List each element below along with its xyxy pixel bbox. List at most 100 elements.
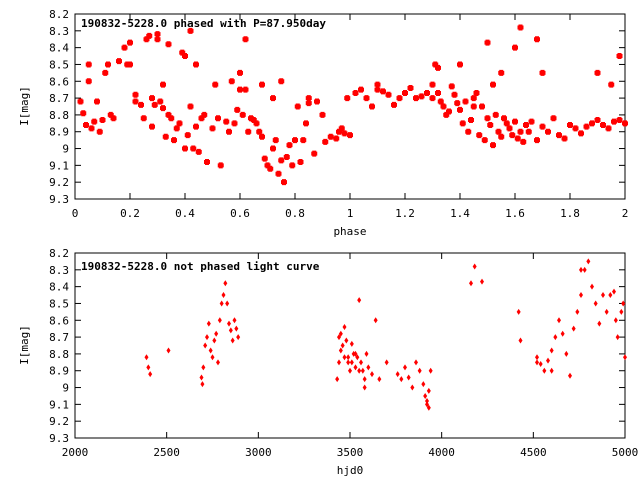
data-point	[399, 376, 404, 383]
data-point	[535, 354, 539, 361]
data-point	[357, 367, 362, 374]
y-tick-label: 8.4	[49, 281, 69, 294]
data-point	[234, 325, 239, 332]
data-point	[462, 98, 469, 105]
data-point	[209, 125, 216, 132]
data-point	[204, 159, 210, 165]
data-point	[549, 367, 554, 374]
data-point	[212, 81, 219, 88]
data-point	[234, 106, 241, 113]
data-point	[91, 118, 98, 125]
y-tick-label: 8.3	[49, 25, 69, 38]
data-point	[193, 61, 199, 68]
data-point	[567, 122, 573, 128]
data-point	[525, 128, 532, 135]
data-point	[226, 128, 232, 135]
data-point	[579, 292, 583, 299]
data-point	[348, 367, 352, 374]
data-point	[171, 137, 177, 144]
data-point	[391, 101, 397, 108]
data-point	[338, 347, 343, 354]
x-tick-label: 4500	[520, 446, 547, 459]
data-point	[232, 317, 237, 324]
data-point	[514, 135, 521, 142]
x-tick-label: 0	[72, 207, 79, 220]
data-point	[352, 90, 359, 97]
data-point	[358, 86, 364, 93]
data-point	[605, 125, 612, 132]
data-point	[319, 111, 326, 118]
data-point	[556, 132, 562, 139]
data-point	[132, 91, 139, 98]
data-point	[359, 359, 363, 366]
y-tick-label: 9.3	[49, 432, 69, 445]
data-point	[165, 41, 172, 48]
data-point	[355, 354, 360, 361]
data-point	[311, 150, 318, 157]
data-point	[423, 392, 428, 399]
data-point	[292, 137, 298, 144]
data-point	[227, 320, 231, 327]
data-point	[571, 325, 576, 332]
data-point	[468, 116, 474, 123]
axis-ticks: 0 0.2 0.4 0.6 0.8 1 1.2 1.4 1.6 1.8 2 8.2 8.3 8.4 8.5 8…	[49, 8, 628, 220]
data-point	[501, 115, 507, 122]
data-point	[597, 320, 602, 327]
y-tick-label: 8.7	[49, 331, 69, 344]
data-point	[88, 125, 95, 132]
data-point	[344, 95, 351, 102]
data-point	[206, 320, 211, 327]
x-tick-label: 0.2	[120, 207, 140, 220]
y-axis-label: I[mag]	[18, 86, 31, 126]
data-point	[608, 81, 615, 88]
x-tick-label: 1.6	[505, 207, 525, 220]
data-point	[520, 138, 527, 145]
y-tick-label: 8.2	[49, 247, 69, 260]
data-point	[216, 359, 220, 366]
y-tick-label: 9.2	[49, 415, 69, 428]
data-point	[303, 120, 309, 127]
data-point	[210, 354, 215, 361]
data-point	[94, 98, 100, 105]
data-point	[572, 125, 579, 132]
data-point	[157, 98, 164, 105]
data-point	[518, 337, 523, 344]
data-point	[459, 120, 466, 127]
data-point	[622, 120, 628, 127]
data-point	[594, 116, 601, 123]
data-point	[214, 330, 219, 337]
y-tick-label: 8.6	[49, 75, 69, 88]
data-point	[127, 61, 133, 68]
data-point	[594, 69, 601, 76]
data-point	[403, 364, 407, 371]
data-point	[384, 359, 389, 366]
data-point	[237, 69, 243, 76]
data-point	[534, 137, 540, 144]
data-point	[512, 44, 518, 51]
data-point	[470, 95, 477, 102]
data-point	[469, 280, 473, 287]
data-point	[579, 266, 583, 273]
data-point	[270, 95, 276, 102]
data-point	[80, 110, 87, 117]
x-tick-label: 5000	[612, 446, 639, 459]
data-point	[236, 334, 241, 341]
data-point	[305, 100, 312, 107]
data-point	[481, 137, 488, 144]
data-point	[203, 342, 208, 349]
data-point	[363, 95, 370, 102]
data-point	[561, 135, 568, 142]
data-point	[374, 86, 381, 93]
y-axis-label: I[mag]	[18, 325, 31, 365]
data-point	[272, 137, 279, 144]
data-point	[182, 145, 188, 152]
data-point	[528, 118, 535, 125]
data-point	[212, 337, 217, 344]
data-point	[593, 300, 598, 307]
data-point	[289, 162, 296, 169]
data-point	[425, 398, 429, 404]
data-point	[487, 122, 494, 128]
y-tick-label: 9	[62, 143, 69, 156]
data-point	[490, 142, 496, 149]
data-point	[615, 334, 620, 341]
